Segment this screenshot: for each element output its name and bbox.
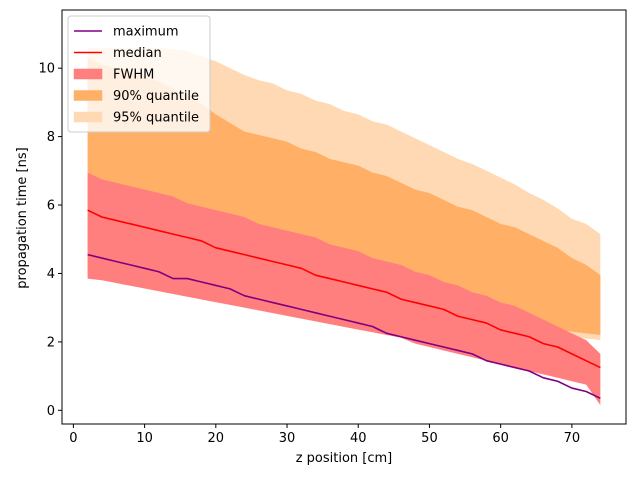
plot-area [87, 47, 601, 406]
line-median [87, 209, 601, 369]
x-tick-label-70: 70 [564, 431, 581, 446]
y-axis-label: propagation time [ns] [15, 147, 30, 288]
x-tick-label-60: 60 [492, 431, 509, 446]
axes-frame [61, 9, 627, 425]
legend-label-median: median [113, 46, 162, 61]
legend-swatch-95-quantile [73, 111, 103, 123]
y-tick-label-0: 0 [47, 404, 55, 419]
axes: 0 10 20 30 40 50 60 70 0 2 4 6 8 10 [38, 9, 627, 446]
y-tick-label-2: 2 [47, 335, 55, 350]
y-tick-label-6: 6 [47, 199, 55, 214]
legend-label-maximum: maximum [113, 25, 179, 40]
x-tick-label-20: 20 [208, 431, 225, 446]
x-tick-label-0: 0 [69, 431, 77, 446]
legend-box [67, 15, 211, 133]
x-tick-label-10: 10 [136, 431, 153, 446]
legend: maximum median FWHM 90% quantile 95% quantil… [67, 15, 211, 133]
y-tick-label-8: 8 [47, 130, 55, 145]
legend-label-fwhm: FWHM [113, 68, 154, 83]
y-tick-label-10: 10 [38, 62, 55, 77]
x-axis-label: z position [cm] [296, 451, 393, 466]
legend-label-90-quantile: 90% quantile [113, 89, 199, 104]
x-tick-label-40: 40 [350, 431, 367, 446]
x-tick-label-50: 50 [421, 431, 438, 446]
legend-label-95-quantile: 95% quantile [113, 111, 199, 126]
legend-swatch-fwhm [73, 68, 103, 80]
x-tick-label-30: 30 [279, 431, 296, 446]
legend-swatch-90-quantile [73, 90, 103, 101]
band-fwhm [87, 172, 601, 406]
y-tick-label-4: 4 [47, 267, 55, 282]
line-maximum [87, 253, 601, 400]
